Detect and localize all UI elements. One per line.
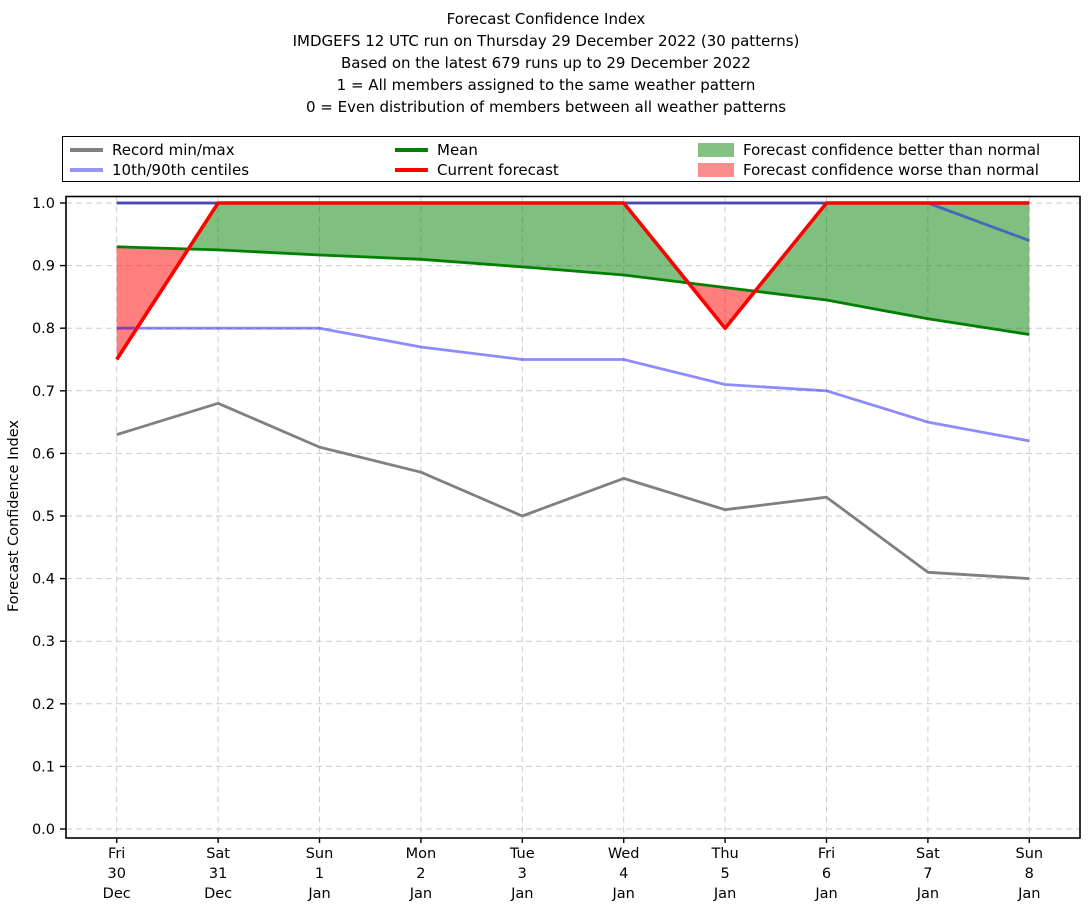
- chart-subtitle-run: IMDGEFS 12 UTC run on Thursday 29 Decemb…: [292, 32, 800, 50]
- fill-confidence-worse: [688, 283, 756, 329]
- legend-label-record-minmax: Record min/max: [112, 141, 235, 159]
- x-tick-label: Jan: [713, 886, 736, 902]
- y-tick-label: 0.3: [32, 634, 55, 650]
- x-tick-label: Wed: [608, 846, 640, 862]
- x-tick-label: Jan: [510, 886, 533, 902]
- x-tick-label: 1: [315, 866, 324, 882]
- series-centile-10th: [116, 326, 1030, 443]
- chart-subtitle-scale-zero: 0 = Even distribution of members between…: [305, 98, 787, 116]
- chart-header: Forecast Confidence Index IMDGEFS 12 UTC…: [0, 8, 1092, 118]
- x-tick-label: Tue: [509, 846, 535, 862]
- x-tick-label: Fri: [108, 846, 125, 862]
- y-tick-label: 0.8: [32, 321, 55, 337]
- fill-confidence-better: [755, 203, 1030, 335]
- y-tick-label: 0.6: [32, 446, 55, 462]
- series-current-forecast: [115, 201, 1030, 361]
- x-tick-label: 3: [518, 866, 527, 882]
- x-tick-label: Mon: [406, 846, 437, 862]
- x-tick-label: 5: [720, 866, 729, 882]
- series-mean: [116, 245, 1030, 336]
- x-tick-label: Sun: [306, 846, 334, 862]
- plot-frame: [65, 195, 1081, 839]
- x-tick-label: 31: [209, 866, 227, 882]
- x-tick-label: Fri: [818, 846, 835, 862]
- x-tick-label: Dec: [204, 886, 232, 902]
- x-tick-label: Jan: [307, 886, 330, 902]
- legend-item-record-minmax: Record min/max: [70, 140, 235, 160]
- x-tick-label: 2: [416, 866, 425, 882]
- y-tick-label: 0.1: [32, 759, 55, 775]
- y-tick-label: 0.0: [32, 822, 55, 838]
- chart-subtitle-scale-one: 1 = All members assigned to the same wea…: [336, 76, 756, 94]
- x-tick-label: Jan: [409, 886, 432, 902]
- y-tick-label: 1.0: [32, 196, 55, 212]
- legend-item-confidence-worse: Forecast confidence worse than normal: [698, 160, 1039, 180]
- legend-item-current-forecast: Current forecast: [395, 160, 559, 180]
- legend-label-current-forecast: Current forecast: [437, 161, 559, 179]
- legend-label-confidence-better: Forecast confidence better than normal: [743, 141, 1041, 159]
- y-tick-label: 0.5: [32, 509, 55, 525]
- legend-label-confidence-worse: Forecast confidence worse than normal: [743, 161, 1039, 179]
- chart-subtitle-runs-count: Based on the latest 679 runs up to 29 De…: [341, 54, 751, 72]
- x-tick-label: Sun: [1016, 846, 1044, 862]
- confidence-better-patch-swatch: [698, 143, 734, 157]
- legend-item-mean: Mean: [395, 140, 478, 160]
- x-tick-label: Sat: [916, 846, 940, 862]
- x-tick-label: Thu: [710, 846, 738, 862]
- current-forecast-line-swatch: [395, 168, 428, 172]
- x-tick-label: Jan: [916, 886, 939, 902]
- chart-title: Forecast Confidence Index: [446, 10, 646, 28]
- legend-label-mean: Mean: [437, 141, 478, 159]
- x-tick-label: 6: [822, 866, 831, 882]
- legend-item-confidence-better: Forecast confidence better than normal: [698, 140, 1040, 160]
- x-tick-label: Dec: [103, 886, 131, 902]
- y-axis-label: Forecast Confidence Index: [6, 420, 22, 612]
- record-minmax-line-swatch: [70, 148, 103, 152]
- legend-label-centiles: 10th/90th centiles: [112, 161, 250, 179]
- x-tick-label: 7: [923, 866, 932, 882]
- x-tick-label: Sat: [206, 846, 230, 862]
- confidence-worse-patch-swatch: [698, 163, 734, 177]
- x-tick-label: 8: [1025, 866, 1034, 882]
- x-tick-label: Jan: [612, 886, 635, 902]
- x-tick-label: Jan: [814, 886, 837, 902]
- fill-confidence-better: [188, 203, 689, 283]
- centiles-line-swatch: [70, 168, 103, 172]
- y-tick-label: 0.9: [32, 259, 55, 275]
- series-record-min: [116, 401, 1030, 580]
- x-tick-label: Jan: [1017, 886, 1040, 902]
- y-tick-label: 0.2: [32, 697, 55, 713]
- legend-item-centiles: 10th/90th centiles: [70, 160, 249, 180]
- x-tick-label: 4: [619, 866, 628, 882]
- y-tick-label: 0.4: [32, 572, 55, 588]
- x-tick-label: 30: [107, 866, 125, 882]
- mean-line-swatch: [395, 148, 428, 152]
- y-tick-label: 0.7: [32, 384, 55, 400]
- legend: Record min/max 10th/90th centiles Mean C…: [62, 136, 1080, 182]
